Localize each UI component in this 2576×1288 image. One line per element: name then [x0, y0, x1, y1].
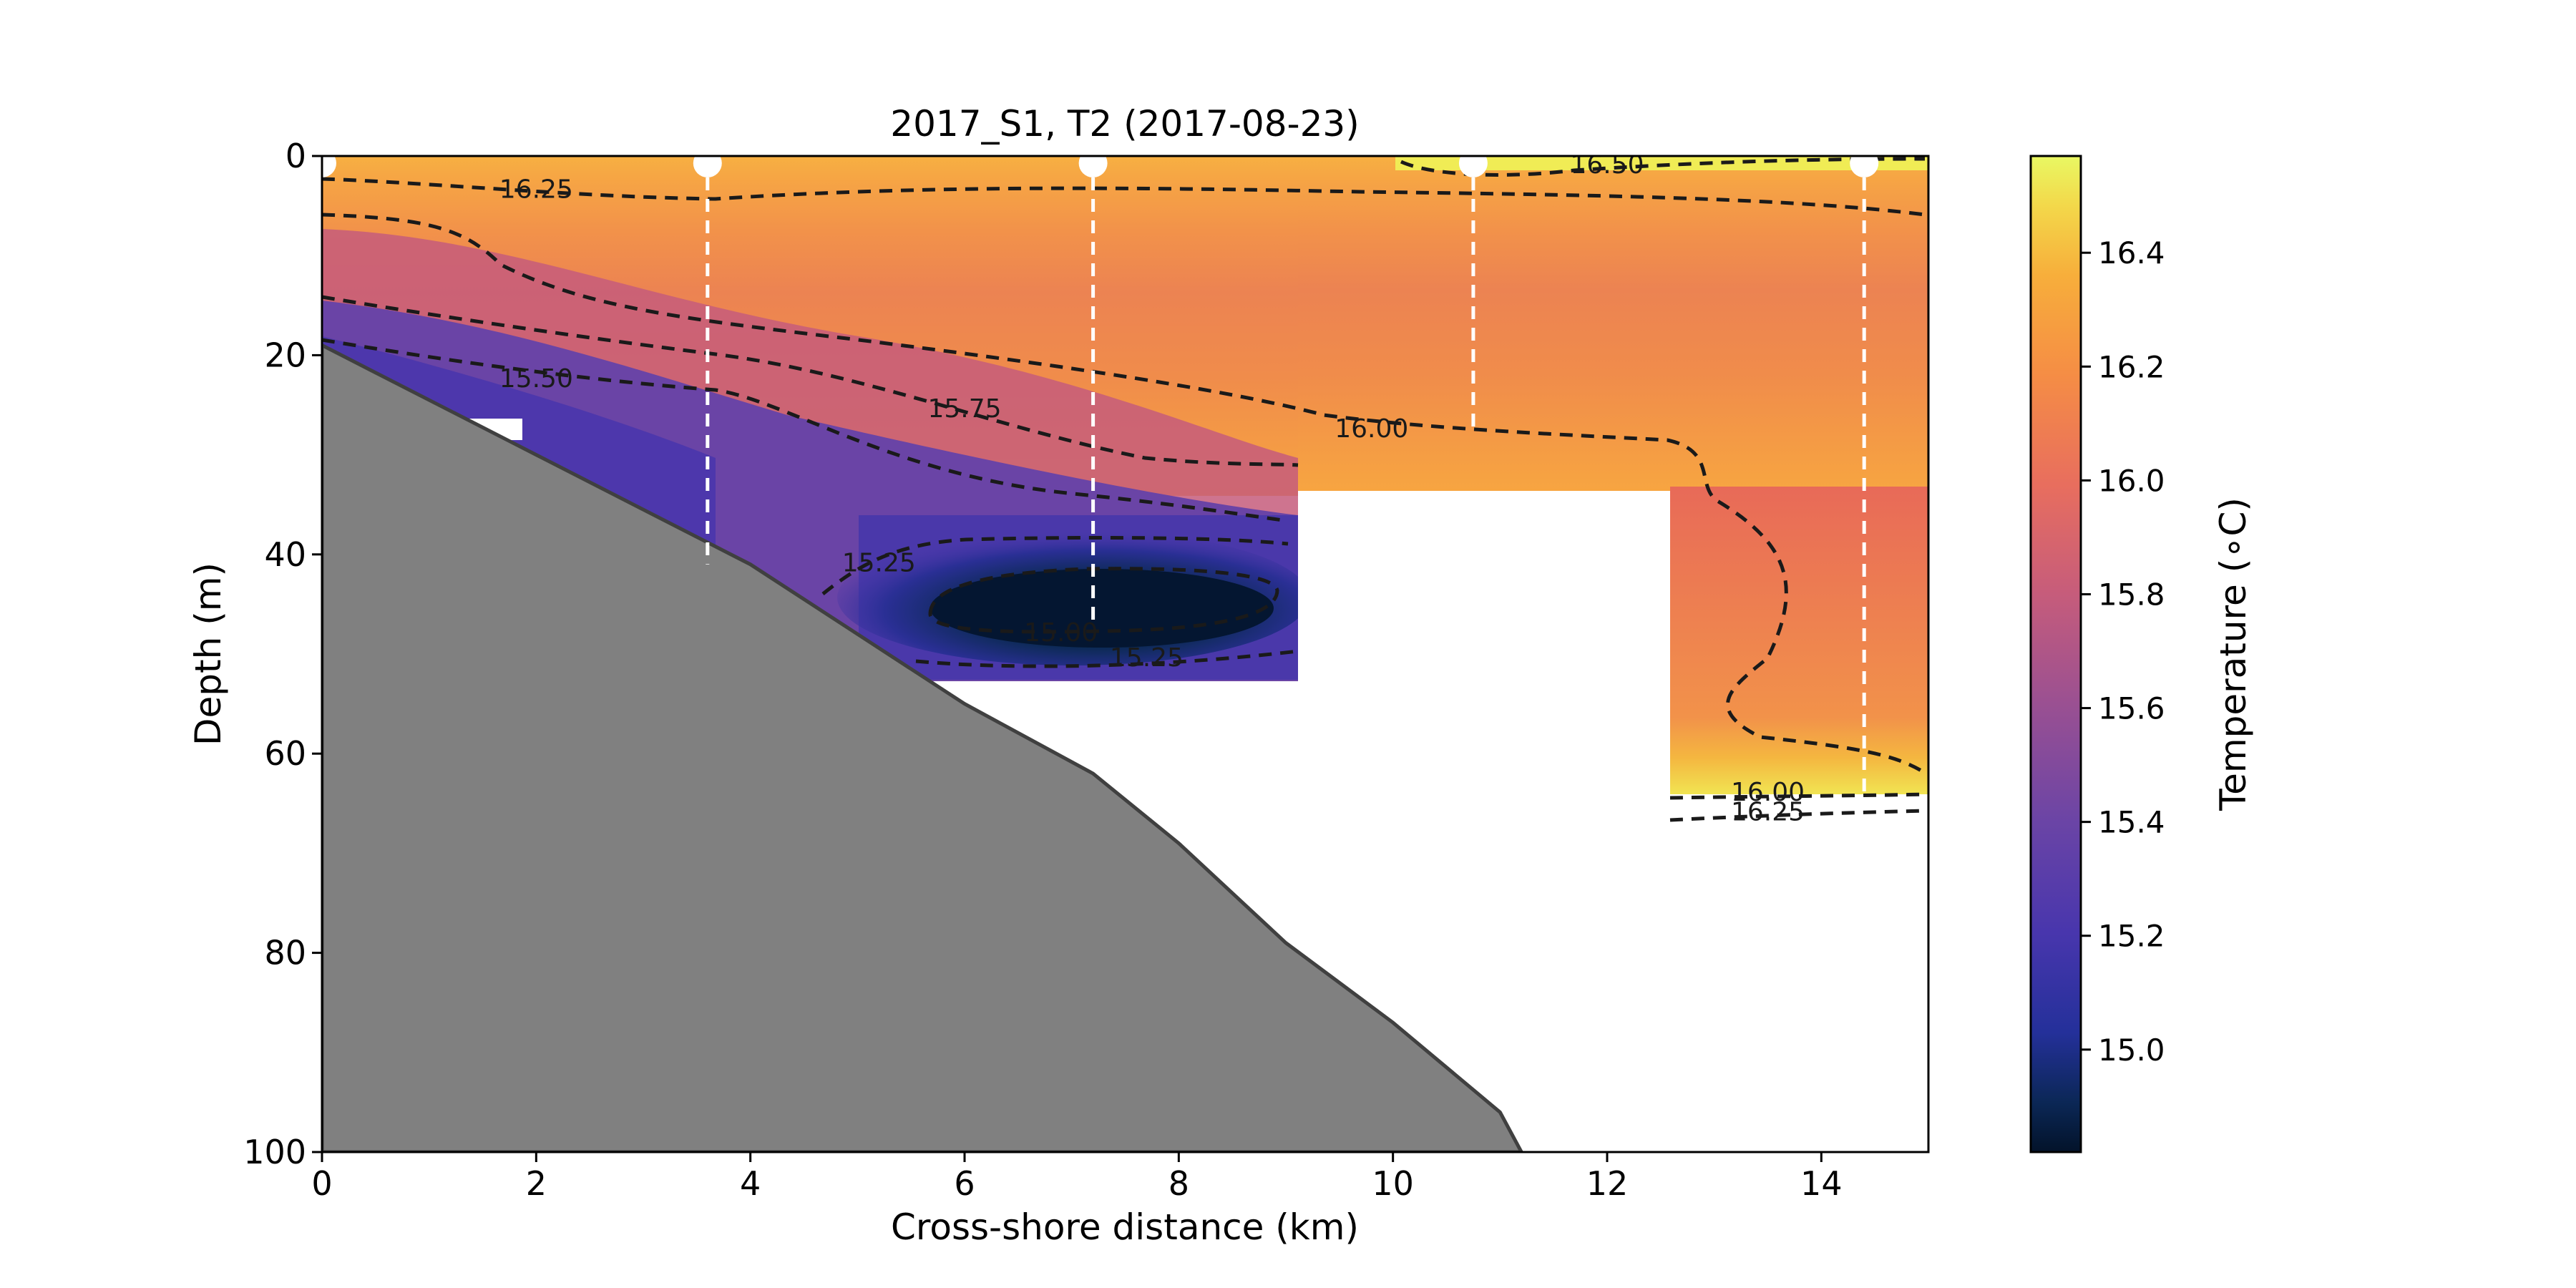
contour-label: 15.25: [842, 549, 916, 578]
x-axis: 0 2 4 6 8 10 12 14: [311, 1152, 1843, 1203]
contour-16-25-lower: [1669, 809, 1928, 822]
contour-label: 15.75: [927, 394, 1001, 424]
seafloor-bathymetry: [322, 343, 1524, 1152]
x-tick-label: 14: [1800, 1164, 1843, 1203]
colorbar: [2029, 155, 2082, 1153]
contour-15-00: [928, 567, 1279, 634]
plot-frame: [321, 155, 1930, 1153]
y-tick-label: 40: [264, 535, 306, 574]
temperature-contours: [322, 157, 1928, 822]
colorbar-tick-label: 15.2: [2098, 919, 2165, 954]
y-tick-label: 60: [264, 734, 306, 773]
seafloor-shape: [322, 343, 1524, 1152]
contour-label: 16.50: [1570, 150, 1644, 180]
x-tick-label: 10: [1372, 1164, 1414, 1203]
contour-label: 16.00: [1335, 414, 1408, 444]
colorbar-tick-label: 15.6: [2098, 691, 2165, 726]
station-marker: [322, 156, 336, 177]
x-tick-label: 0: [311, 1164, 332, 1203]
contour-labels: 16.25 16.50 15.50 15.75 16.00 15.25 15.00 15.25…: [499, 150, 1805, 827]
station-marker: [693, 156, 722, 177]
contour-label: 15.25: [1110, 643, 1184, 673]
colorbar-tick-label: 16.4: [2098, 235, 2165, 270]
x-tick-label: 4: [740, 1164, 761, 1203]
station-marker: [1850, 156, 1879, 177]
y-tick-label: 20: [264, 336, 306, 374]
ctd-stations: [322, 156, 1879, 794]
y-tick-label: 100: [243, 1133, 306, 1171]
contour-16-00-lower: [1669, 792, 1928, 800]
contour-16-00-upper: [322, 213, 1926, 775]
colorbar-tick-label: 15.0: [2098, 1033, 2165, 1068]
colorbar-label: Temperature (∘C): [2212, 497, 2254, 811]
x-tick-label: 6: [954, 1164, 975, 1203]
colorbar-ticks: 15.0 15.2 15.4 15.6 15.8 16.0 16.2 16.4: [2081, 235, 2165, 1068]
station-marker: [1458, 156, 1488, 177]
contour-15-75: [322, 295, 1299, 467]
contour-label: 16.00: [1731, 778, 1805, 807]
y-axis: 0 20 40 60 80 100: [243, 137, 322, 1171]
contour-label: 16.25: [1731, 798, 1805, 827]
x-tick-label: 12: [1586, 1164, 1629, 1203]
contour-16-50: [1400, 157, 1926, 177]
colorbar-tick-label: 15.4: [2098, 805, 2165, 840]
colorbar-tick-label: 16.0: [2098, 463, 2165, 498]
contour-16-25-upper: [322, 177, 1926, 217]
colorbar-tick-label: 16.2: [2098, 349, 2165, 384]
colorbar-tick-label: 15.8: [2098, 577, 2165, 612]
y-axis-label: Depth (m): [187, 562, 229, 746]
chart-title: 2017_S1, T2 (2017-08-23): [890, 103, 1359, 145]
contour-label: 16.25: [499, 175, 573, 205]
contour-15-50: [322, 338, 1289, 523]
plot-area: 16.25 16.50 15.50 15.75 16.00 15.25 15.00 15.25…: [322, 150, 1928, 1152]
y-tick-label: 0: [286, 137, 306, 175]
x-axis-label: Cross-shore distance (km): [891, 1206, 1359, 1248]
contour-15-25-upper: [821, 536, 1289, 595]
station-marker: [1078, 156, 1108, 177]
x-tick-label: 2: [526, 1164, 547, 1203]
contour-label: 15.00: [1024, 618, 1098, 648]
y-tick-label: 80: [264, 934, 306, 972]
x-tick-label: 8: [1169, 1164, 1189, 1203]
contour-label: 15.50: [499, 364, 573, 394]
